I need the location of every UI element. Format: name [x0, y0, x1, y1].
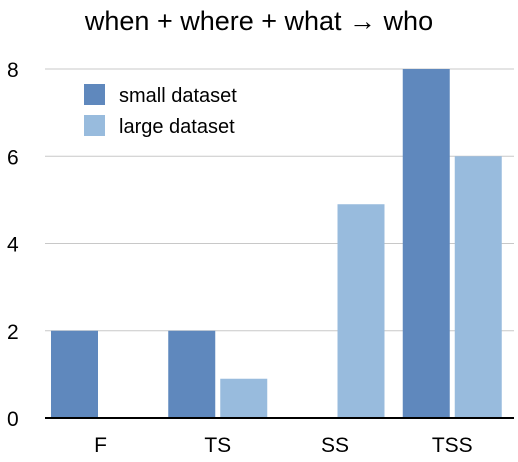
y-tick-label: 2 — [7, 321, 19, 344]
bar-large-dataset-TS — [220, 378, 268, 418]
bar-small-dataset-TSS — [402, 69, 450, 418]
bar-small-dataset-TS — [168, 330, 216, 418]
legend-swatch — [84, 84, 105, 105]
bar-large-dataset-TSS — [454, 156, 502, 418]
y-tick-label: 8 — [7, 59, 19, 82]
x-tick-label: SS — [321, 434, 349, 457]
x-tick-label: F — [94, 434, 107, 457]
x-tick-label: TSS — [432, 434, 473, 457]
bar-large-dataset-SS — [337, 204, 385, 418]
legend-swatch — [84, 115, 105, 136]
legend-label: small dataset — [119, 85, 237, 107]
y-tick-label: 0 — [7, 408, 19, 431]
bar-small-dataset-F — [51, 330, 98, 418]
chart-title: when + where + what → who — [84, 6, 434, 36]
y-tick-label: 4 — [7, 234, 19, 257]
x-tick-label: TS — [204, 434, 231, 457]
legend-label: large dataset — [119, 116, 235, 138]
y-tick-label: 6 — [7, 146, 19, 169]
